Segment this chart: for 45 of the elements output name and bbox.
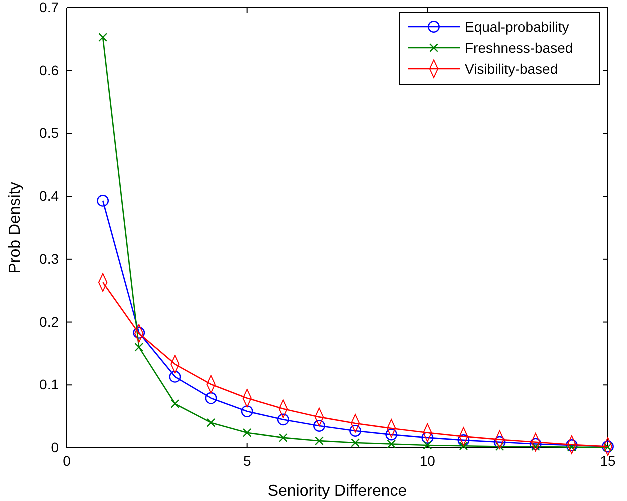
point bbox=[387, 440, 396, 449]
point bbox=[531, 442, 540, 452]
point bbox=[458, 434, 470, 446]
point bbox=[205, 392, 218, 404]
point bbox=[206, 418, 216, 428]
y-tick-label: 0 bbox=[51, 439, 60, 456]
y-axis-title: Prob Density bbox=[7, 182, 24, 274]
point bbox=[277, 414, 290, 426]
y-tick-label: 0.6 bbox=[40, 62, 60, 78]
point bbox=[170, 400, 180, 408]
y-tick-label: 0.3 bbox=[40, 250, 60, 267]
point bbox=[459, 442, 468, 451]
legend-label: Visibility-based bbox=[465, 61, 558, 77]
point bbox=[97, 195, 110, 207]
point bbox=[169, 371, 182, 383]
point bbox=[494, 436, 506, 448]
point bbox=[566, 440, 578, 452]
y-tick-label: 0.4 bbox=[40, 188, 60, 204]
point bbox=[530, 438, 542, 450]
point bbox=[134, 343, 144, 352]
y-tick-label: 0.1 bbox=[40, 376, 60, 393]
legend-label: Equal-probability bbox=[465, 19, 570, 35]
point bbox=[495, 442, 504, 452]
point bbox=[315, 436, 324, 446]
point bbox=[351, 438, 360, 448]
point bbox=[242, 428, 252, 438]
x-tick-label: 5 bbox=[243, 452, 252, 469]
y-tick-label: 0.2 bbox=[40, 314, 60, 330]
point bbox=[241, 406, 254, 418]
point bbox=[350, 425, 362, 437]
x-tick-label: 0 bbox=[63, 452, 72, 469]
point bbox=[423, 441, 432, 450]
point bbox=[568, 442, 576, 452]
point bbox=[422, 432, 434, 444]
x-tick-label: 10 bbox=[420, 452, 436, 469]
y-tick-label: 0.5 bbox=[40, 125, 60, 142]
legend-label: Freshness-based bbox=[465, 40, 574, 56]
x-tick-label: 15 bbox=[600, 452, 616, 469]
point bbox=[98, 33, 108, 42]
point bbox=[314, 420, 326, 432]
point bbox=[386, 428, 398, 441]
point bbox=[133, 327, 146, 339]
point bbox=[278, 434, 288, 442]
y-tick-label: 0.7 bbox=[40, 0, 60, 16]
x-axis-title: Seniority Difference bbox=[268, 483, 408, 500]
